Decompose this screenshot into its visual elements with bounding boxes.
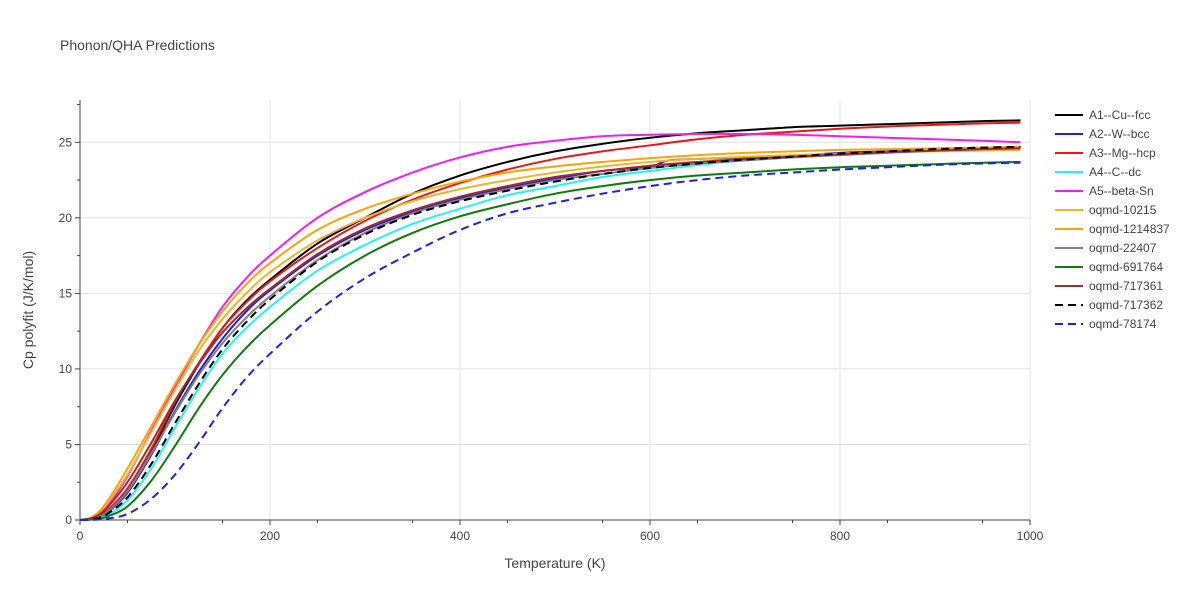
y-tick-label: 5 [65,437,72,451]
y-tick-label: 0 [65,513,72,527]
legend-label: oqmd-717361 [1089,279,1163,293]
legend-label: oqmd-691764 [1089,260,1163,274]
legend-item-a5-beta-sn[interactable]: A5--beta-Sn [1055,184,1154,198]
y-tick-label: 15 [59,286,73,300]
legend-item-oqmd-10215[interactable]: oqmd-10215 [1055,203,1157,217]
plot-area [79,119,1021,521]
series-line-oqmd-1214837 [79,145,1021,521]
x-tick-label: 1000 [1017,529,1044,543]
legend-label: oqmd-10215 [1089,203,1157,217]
series-line-oqmd-78174 [79,161,1021,521]
legend-label: A5--beta-Sn [1089,184,1154,198]
legend-label: A3--Mg--hcp [1089,146,1156,160]
legend-label: oqmd-717362 [1089,298,1163,312]
y-axis-label: Cp polyfit (J/K/mol) [20,251,36,369]
x-tick-label: 800 [830,529,850,543]
legend-item-oqmd-1214837[interactable]: oqmd-1214837 [1055,222,1170,236]
series-line-oqmd-691764 [79,160,1021,521]
legend-item-oqmd-22407[interactable]: oqmd-22407 [1055,241,1157,255]
legend-item-oqmd-691764[interactable]: oqmd-691764 [1055,260,1163,274]
legend-label: A4--C--dc [1089,165,1141,179]
y-tick-label: 25 [59,135,73,149]
legend-item-oqmd-78174[interactable]: oqmd-78174 [1055,317,1157,331]
legend-label: oqmd-78174 [1089,317,1157,331]
chart-title: Phonon/QHA Predictions [60,37,215,53]
y-tick-label: 20 [59,211,73,225]
series-line-a3-mg-hcp [79,121,1021,521]
x-tick-label: 600 [640,529,660,543]
series-line-a5-beta-sn [79,132,1021,521]
x-tick-label: 200 [260,529,280,543]
legend-label: oqmd-22407 [1089,241,1157,255]
x-axis-label: Temperature (K) [504,555,605,571]
legend-item-oqmd-717362[interactable]: oqmd-717362 [1055,298,1163,312]
legend-item-a2-w-bcc[interactable]: A2--W--bcc [1055,127,1149,141]
series-line-oqmd-717362 [79,145,1021,521]
legend-label: oqmd-1214837 [1089,222,1170,236]
y-tick-label: 10 [59,362,73,376]
x-tick-label: 0 [77,529,84,543]
legend-label: A2--W--bcc [1089,127,1149,141]
axes: 0 200 400 600 800 1000 0 5 10 15 20 25 [59,100,1044,543]
legend[interactable]: A1--Cu--fcc A2--W--bcc A3--Mg--hcp A4--C--d… [1055,108,1170,331]
legend-item-a4-c-dc[interactable]: A4--C--dc [1055,165,1141,179]
legend-label: A1--Cu--fcc [1089,108,1150,122]
legend-item-a1-cu-fcc[interactable]: A1--Cu--fcc [1055,108,1150,122]
legend-item-oqmd-717361[interactable]: oqmd-717361 [1055,279,1163,293]
legend-item-a3-mg-hcp[interactable]: A3--Mg--hcp [1055,146,1156,160]
grid [80,100,1031,520]
x-tick-label: 400 [450,529,470,543]
